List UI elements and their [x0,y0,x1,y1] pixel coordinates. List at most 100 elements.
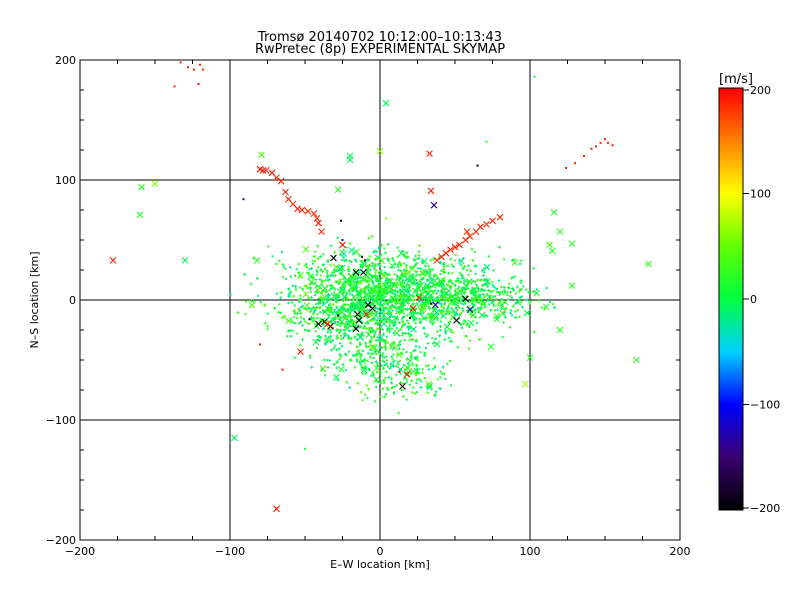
echo-plus [294,288,297,291]
echo-dot [309,357,311,359]
echo-dot [391,291,393,293]
echo-cross [569,283,575,289]
echo-dot [471,281,473,283]
echo-plus [323,358,326,361]
echo-plus [491,284,494,287]
echo-dot [463,277,465,279]
echo-cross [278,178,284,184]
echo-dot [193,69,195,71]
echo-cross [295,206,301,212]
echo-cross [298,349,304,355]
echo-dot [332,319,334,321]
echo-dot [315,330,317,332]
echo-plus [403,282,406,285]
echo-dot [380,382,382,384]
echo-plus [310,366,313,369]
echo-dot [470,293,472,295]
echo-plus [395,278,398,281]
echo-plus [367,352,370,355]
echo-plus [387,376,390,379]
echo-plus [410,352,413,355]
colorbar-tick-label: 0 [750,293,757,306]
echo-dot [460,312,462,314]
echo-plus [448,337,451,340]
echo-dot [423,273,425,275]
echo-dot [444,302,446,304]
echo-dot [403,300,405,302]
echo-dot [387,288,389,290]
echo-dot [345,329,347,331]
echo-dot [385,217,387,219]
echo-cross [497,214,503,220]
echo-plus [447,272,450,275]
echo-cross [308,279,314,285]
echo-plus [518,315,521,318]
echo-dot [359,343,361,345]
echo-plus [321,270,324,273]
echo-plus [280,291,283,294]
echo-dot [443,268,445,270]
echo-dot [337,237,339,239]
echo-dot [383,361,385,363]
echo-plus [296,312,299,315]
echo-cross [254,257,260,263]
echo-dot [384,377,386,379]
echo-dot [340,325,342,327]
echo-dot [457,295,459,297]
echo-dot [503,258,505,260]
echo-plus [390,377,393,380]
echo-dot [446,363,448,365]
x-tick-label: 0 [377,545,384,558]
echo-plus [427,342,430,345]
echo-dot [612,144,614,146]
echo-dot [400,265,402,267]
echo-dot [330,329,332,331]
echo-dot [342,293,344,295]
echo-plus [520,301,523,304]
echo-dot [379,334,381,336]
echo-dot [427,303,429,305]
echo-plus [391,257,394,260]
echo-dot [491,302,493,304]
echo-dot [267,245,269,247]
echo-plus [282,263,285,266]
echo-dot [468,265,470,267]
echo-plus [418,244,421,247]
echo-dot [419,318,421,320]
echo-dot [357,283,359,285]
echo-plus [436,330,439,333]
echo-dot [386,363,388,365]
echo-dot [529,302,531,304]
echo-dot [302,324,304,326]
echo-plus [243,273,246,276]
echo-dot [451,272,453,274]
echo-plus [405,251,408,254]
echo-plus [427,368,430,371]
echo-cross [463,237,469,243]
echo-dot [414,270,416,272]
echo-dot [488,255,490,257]
echo-dot [493,269,495,271]
echo-dot [304,320,306,322]
echo-dot [399,360,401,362]
echo-dot [574,162,576,164]
echo-cross [232,435,238,441]
echo-dot [347,327,349,329]
echo-dot [316,284,318,286]
echo-dot [443,262,445,264]
echo-cross [478,224,484,230]
echo-dot [312,313,314,315]
echo-dot [369,264,371,266]
echo-dot [393,360,395,362]
echo-dot [451,264,453,266]
echo-dot [439,329,441,331]
chart-subtitle: RwPretec (8p) EXPERIMENTAL SKYMAP [255,42,505,57]
echo-cross [139,184,145,190]
echo-plus [316,245,319,248]
echo-dot [351,294,353,296]
echo-cross [340,242,346,248]
echo-plus [348,386,351,389]
echo-dot [351,283,353,285]
echo-dot [515,311,517,313]
echo-dot [374,333,376,335]
